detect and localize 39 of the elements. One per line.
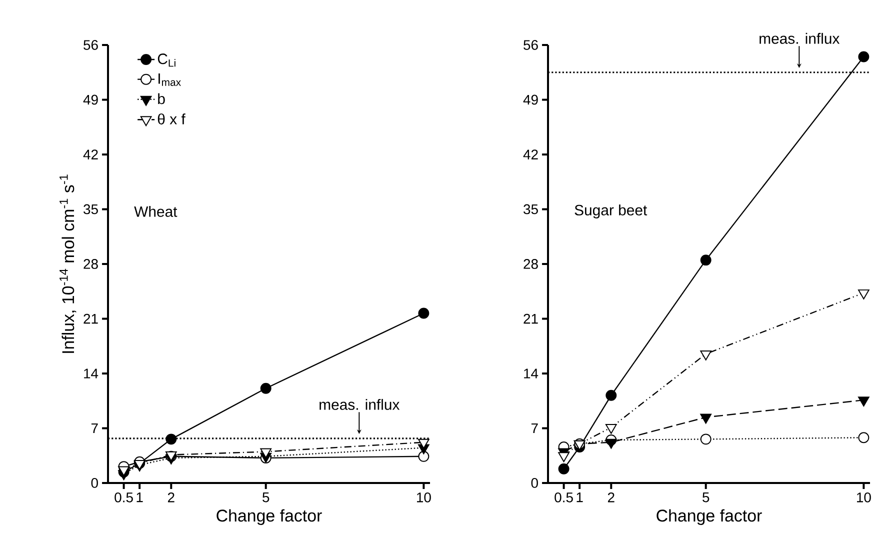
y-tick-label: 42 <box>83 150 98 160</box>
y-tick-label: 35 <box>84 204 98 214</box>
y-tick-label: 0 <box>531 478 538 488</box>
y-tick-label: 28 <box>84 259 98 269</box>
y-tick-label: 56 <box>84 40 98 50</box>
y-tick-label: 42 <box>523 150 538 160</box>
legend-label: C$_{Li}$ <box>158 54 176 67</box>
x-axis-title: Change factor <box>656 509 762 525</box>
y-tick-label: 14 <box>84 368 98 378</box>
y-tick-label: 35 <box>524 204 538 214</box>
y-tick-label: 21 <box>524 314 538 324</box>
annotation: Sugar beet <box>574 204 648 218</box>
x-tick-label: 1 <box>576 492 583 502</box>
ref-line-label: meas. influx <box>320 398 400 410</box>
legend-label: θ x f <box>158 114 186 124</box>
ref-line-label: meas. influx <box>760 32 840 44</box>
y-tick-label: 7 <box>531 423 538 434</box>
x-tick-label: 0.5 <box>114 492 133 502</box>
y-tick-label: 49 <box>523 94 538 105</box>
x-tick-label: 0.5 <box>554 492 573 502</box>
y-tick-label: 21 <box>84 314 98 324</box>
x-tick-label: 2 <box>608 492 614 502</box>
y-tick-label: 56 <box>524 40 538 50</box>
x-tick-label: 5 <box>262 492 270 502</box>
x-tick-label: 1 <box>136 492 143 502</box>
y-tick-label: 7 <box>91 423 98 434</box>
legend-label: b <box>158 93 165 104</box>
annotation: Wheat <box>134 206 178 217</box>
x-tick-label: 10 <box>417 492 431 502</box>
x-tick-label: 10 <box>857 492 871 502</box>
x-tick-label: 2 <box>168 492 174 502</box>
y-tick-label: 0 <box>91 478 98 488</box>
y-axis-title: Influx, 10$^{-14}$ mol cm$^{-1}$ s$^{-1}$ <box>60 174 76 353</box>
legend-label: I$_{max}$ <box>158 73 181 86</box>
y-tick-label: 14 <box>524 368 538 378</box>
x-axis-title: Change factor <box>216 509 322 525</box>
y-tick-label: 28 <box>524 259 538 269</box>
x-tick-label: 5 <box>702 492 710 502</box>
y-tick-label: 49 <box>83 94 98 105</box>
